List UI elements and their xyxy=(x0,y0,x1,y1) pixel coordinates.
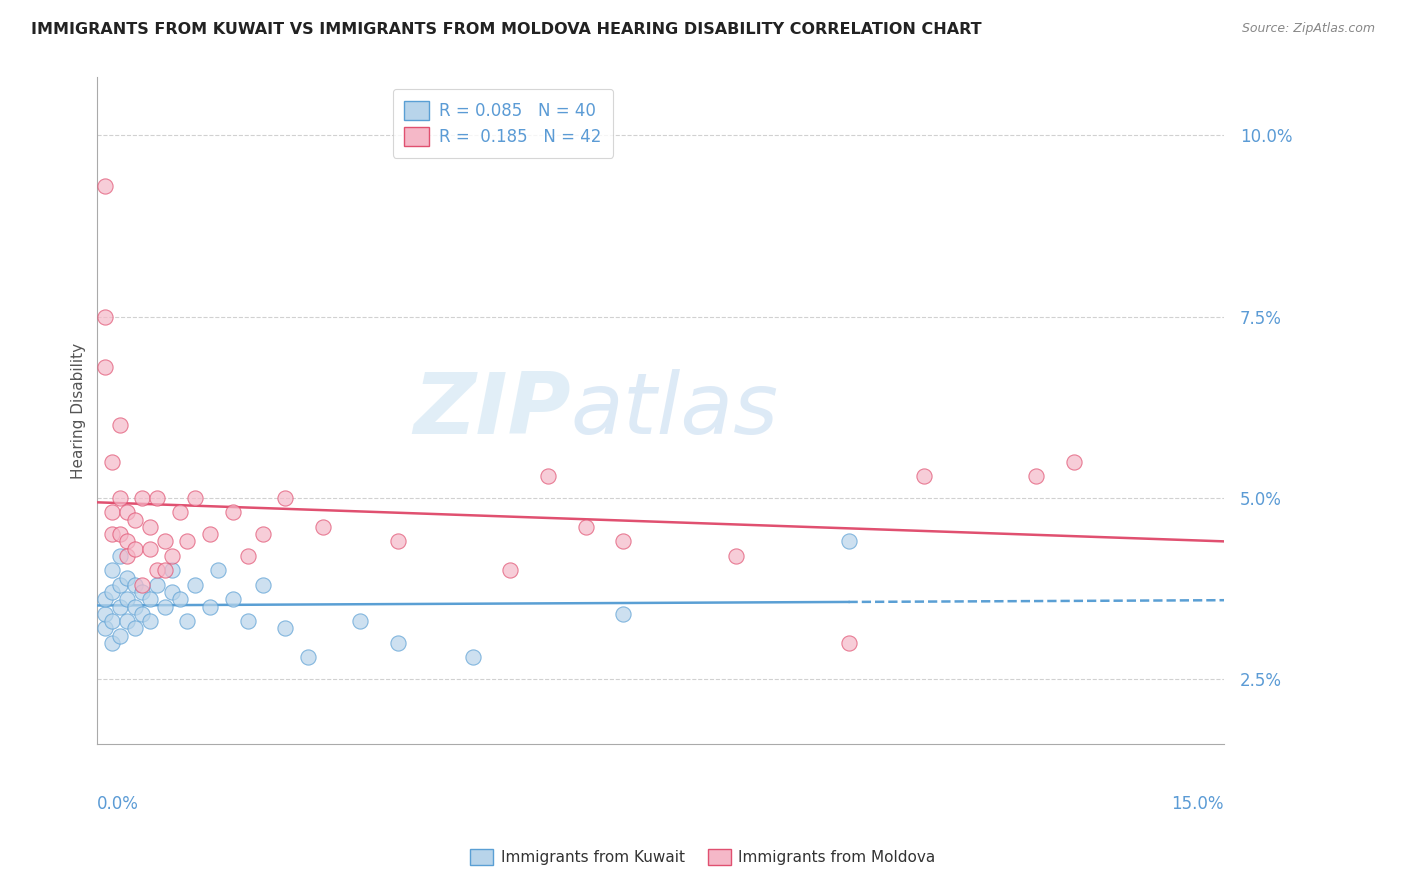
Point xyxy=(838,534,860,549)
Point xyxy=(162,585,184,599)
Point xyxy=(912,469,935,483)
Point xyxy=(108,527,131,541)
Point xyxy=(236,549,259,563)
Point xyxy=(139,614,162,628)
Y-axis label: Hearing Disability: Hearing Disability xyxy=(72,343,86,479)
Point xyxy=(101,614,124,628)
Point xyxy=(101,505,124,519)
Point xyxy=(221,505,243,519)
Point xyxy=(124,578,146,592)
Point xyxy=(198,599,221,614)
Point xyxy=(349,614,371,628)
Point xyxy=(198,527,221,541)
Point xyxy=(94,360,117,375)
Point xyxy=(236,614,259,628)
Point xyxy=(184,491,207,505)
Point xyxy=(176,534,198,549)
Point xyxy=(176,614,198,628)
Point xyxy=(101,636,124,650)
Point xyxy=(124,599,146,614)
Point xyxy=(169,505,191,519)
Point xyxy=(499,563,522,577)
Point xyxy=(537,469,560,483)
Text: 0.0%: 0.0% xyxy=(97,795,139,813)
Legend: Immigrants from Kuwait, Immigrants from Moldova: Immigrants from Kuwait, Immigrants from … xyxy=(464,843,942,871)
Point xyxy=(131,585,153,599)
Point xyxy=(94,310,117,324)
Point xyxy=(101,585,124,599)
Point xyxy=(612,607,634,621)
Point xyxy=(184,578,207,592)
Text: atlas: atlas xyxy=(571,369,779,452)
Point xyxy=(387,534,409,549)
Point xyxy=(124,621,146,635)
Point xyxy=(117,571,139,585)
Point xyxy=(1063,454,1085,468)
Point xyxy=(146,578,169,592)
Text: Source: ZipAtlas.com: Source: ZipAtlas.com xyxy=(1241,22,1375,36)
Point xyxy=(146,563,169,577)
Point xyxy=(94,592,117,607)
Point xyxy=(612,534,634,549)
Point xyxy=(108,418,131,433)
Point xyxy=(207,563,229,577)
Point xyxy=(131,578,153,592)
Point xyxy=(274,621,297,635)
Point xyxy=(387,636,409,650)
Point xyxy=(162,549,184,563)
Point xyxy=(108,491,131,505)
Point xyxy=(117,534,139,549)
Point xyxy=(124,513,146,527)
Point xyxy=(1025,469,1047,483)
Point xyxy=(169,592,191,607)
Point xyxy=(131,491,153,505)
Point xyxy=(108,549,131,563)
Point xyxy=(117,592,139,607)
Point xyxy=(575,520,598,534)
Point xyxy=(274,491,297,505)
Point xyxy=(162,563,184,577)
Point xyxy=(108,599,131,614)
Point xyxy=(94,621,117,635)
Point xyxy=(124,541,146,556)
Point xyxy=(108,629,131,643)
Point xyxy=(461,650,484,665)
Legend: R = 0.085   N = 40, R =  0.185   N = 42: R = 0.085 N = 40, R = 0.185 N = 42 xyxy=(392,89,613,158)
Point xyxy=(117,614,139,628)
Point xyxy=(139,592,162,607)
Point xyxy=(117,549,139,563)
Point xyxy=(117,505,139,519)
Point xyxy=(101,563,124,577)
Point xyxy=(252,578,274,592)
Point xyxy=(94,607,117,621)
Point xyxy=(153,563,176,577)
Point xyxy=(146,491,169,505)
Point xyxy=(153,534,176,549)
Point xyxy=(108,578,131,592)
Point xyxy=(221,592,243,607)
Point xyxy=(131,607,153,621)
Point xyxy=(139,520,162,534)
Point xyxy=(94,179,117,194)
Point xyxy=(724,549,747,563)
Point xyxy=(101,527,124,541)
Point xyxy=(101,454,124,468)
Point xyxy=(312,520,335,534)
Point xyxy=(252,527,274,541)
Point xyxy=(139,541,162,556)
Text: ZIP: ZIP xyxy=(413,369,571,452)
Point xyxy=(838,636,860,650)
Point xyxy=(153,599,176,614)
Text: IMMIGRANTS FROM KUWAIT VS IMMIGRANTS FROM MOLDOVA HEARING DISABILITY CORRELATION: IMMIGRANTS FROM KUWAIT VS IMMIGRANTS FRO… xyxy=(31,22,981,37)
Point xyxy=(297,650,319,665)
Text: 15.0%: 15.0% xyxy=(1171,795,1225,813)
